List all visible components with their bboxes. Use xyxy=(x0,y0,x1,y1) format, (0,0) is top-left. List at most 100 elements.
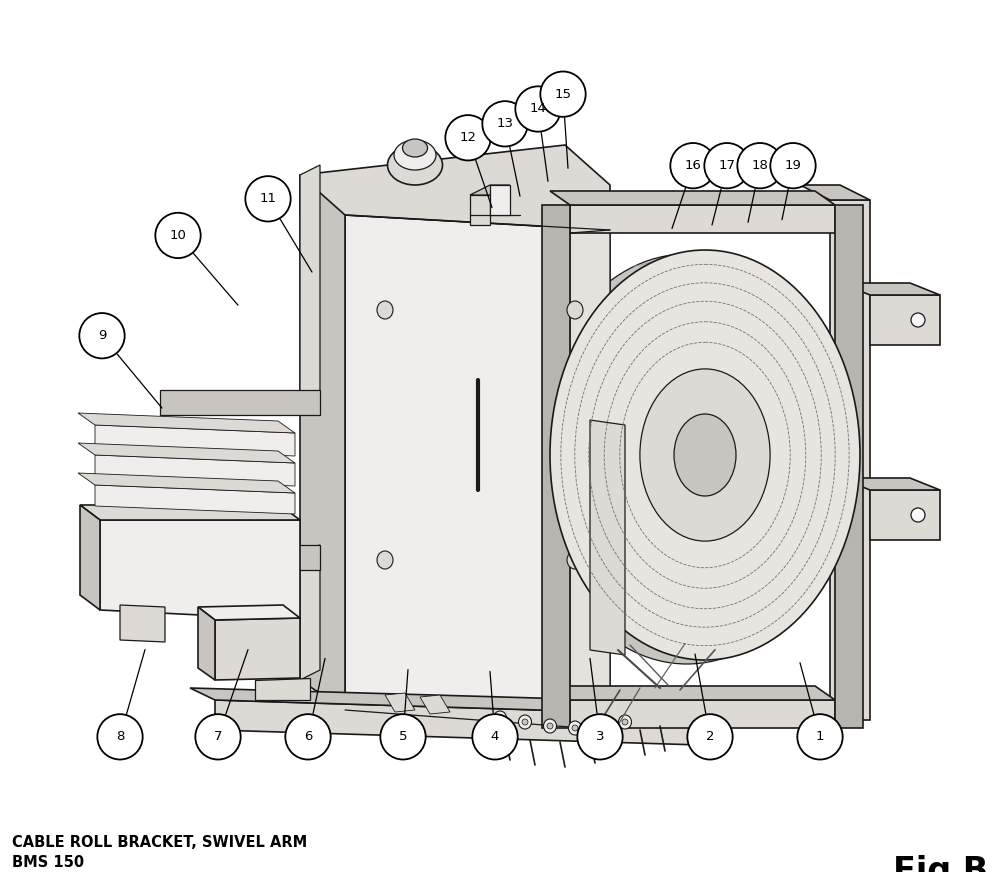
Circle shape xyxy=(670,143,716,188)
Text: 1: 1 xyxy=(816,731,824,743)
Polygon shape xyxy=(590,420,625,655)
Text: BMS 150: BMS 150 xyxy=(12,855,84,869)
Polygon shape xyxy=(870,295,940,345)
Ellipse shape xyxy=(640,369,770,542)
Text: 11: 11 xyxy=(260,193,276,205)
Polygon shape xyxy=(95,485,295,514)
Circle shape xyxy=(445,115,491,160)
Polygon shape xyxy=(198,607,215,680)
Ellipse shape xyxy=(377,551,393,569)
Polygon shape xyxy=(470,195,490,225)
Ellipse shape xyxy=(622,719,628,725)
Text: 14: 14 xyxy=(530,103,546,115)
Polygon shape xyxy=(300,175,345,710)
Text: 18: 18 xyxy=(752,160,768,172)
Polygon shape xyxy=(470,185,510,195)
Circle shape xyxy=(97,714,143,760)
Circle shape xyxy=(770,143,816,188)
Ellipse shape xyxy=(394,140,436,170)
Circle shape xyxy=(155,213,201,258)
Circle shape xyxy=(687,714,733,760)
Circle shape xyxy=(195,714,241,760)
Polygon shape xyxy=(840,283,940,295)
Polygon shape xyxy=(420,695,450,714)
Circle shape xyxy=(245,176,291,221)
Circle shape xyxy=(472,714,518,760)
Polygon shape xyxy=(215,700,700,745)
Polygon shape xyxy=(100,520,300,620)
Ellipse shape xyxy=(642,341,658,359)
Ellipse shape xyxy=(674,414,736,496)
Ellipse shape xyxy=(567,301,583,319)
Ellipse shape xyxy=(911,508,925,522)
Ellipse shape xyxy=(388,145,442,185)
Polygon shape xyxy=(95,425,295,456)
Polygon shape xyxy=(80,505,100,610)
Circle shape xyxy=(380,714,426,760)
Ellipse shape xyxy=(618,715,632,729)
Polygon shape xyxy=(300,145,610,230)
Polygon shape xyxy=(255,678,310,700)
Text: 10: 10 xyxy=(170,229,186,242)
Text: 19: 19 xyxy=(785,160,801,172)
Polygon shape xyxy=(550,191,835,205)
Ellipse shape xyxy=(532,254,842,664)
Polygon shape xyxy=(490,185,510,215)
Polygon shape xyxy=(215,618,300,680)
Circle shape xyxy=(482,101,528,146)
Text: 15: 15 xyxy=(554,88,572,100)
Ellipse shape xyxy=(497,715,503,721)
Polygon shape xyxy=(198,605,300,620)
Polygon shape xyxy=(570,205,835,233)
Circle shape xyxy=(540,72,586,117)
Ellipse shape xyxy=(522,719,528,725)
Ellipse shape xyxy=(642,566,658,584)
Ellipse shape xyxy=(550,250,860,660)
Text: 9: 9 xyxy=(98,330,106,342)
Polygon shape xyxy=(385,693,415,712)
Text: 2: 2 xyxy=(706,731,714,743)
Polygon shape xyxy=(300,545,320,680)
Polygon shape xyxy=(800,185,870,200)
Polygon shape xyxy=(78,473,295,493)
Text: 7: 7 xyxy=(214,731,222,743)
Ellipse shape xyxy=(547,723,553,729)
Circle shape xyxy=(797,714,843,760)
Ellipse shape xyxy=(377,301,393,319)
Circle shape xyxy=(285,714,331,760)
Polygon shape xyxy=(542,205,570,728)
Polygon shape xyxy=(835,205,863,728)
Text: 17: 17 xyxy=(718,160,736,172)
Text: 12: 12 xyxy=(460,132,477,144)
Ellipse shape xyxy=(518,715,532,729)
Polygon shape xyxy=(550,686,835,700)
Ellipse shape xyxy=(402,139,428,157)
Polygon shape xyxy=(570,700,835,728)
Text: 13: 13 xyxy=(496,118,514,130)
Circle shape xyxy=(577,714,623,760)
Polygon shape xyxy=(120,605,165,642)
Polygon shape xyxy=(78,443,295,463)
Polygon shape xyxy=(830,200,870,720)
Circle shape xyxy=(515,86,561,132)
Ellipse shape xyxy=(598,718,612,732)
Circle shape xyxy=(79,313,125,358)
Text: 6: 6 xyxy=(304,731,312,743)
Ellipse shape xyxy=(572,725,578,731)
Text: 16: 16 xyxy=(685,160,701,172)
Polygon shape xyxy=(345,215,610,730)
Ellipse shape xyxy=(494,711,507,725)
Ellipse shape xyxy=(568,721,582,735)
Polygon shape xyxy=(570,230,610,730)
Ellipse shape xyxy=(911,313,925,327)
Polygon shape xyxy=(80,505,300,520)
Ellipse shape xyxy=(567,551,583,569)
Polygon shape xyxy=(190,688,700,715)
Text: 4: 4 xyxy=(491,731,499,743)
Text: CABLE ROLL BRACKET, SWIVEL ARM: CABLE ROLL BRACKET, SWIVEL ARM xyxy=(12,835,307,849)
Text: 5: 5 xyxy=(399,731,407,743)
Text: 3: 3 xyxy=(596,731,604,743)
Polygon shape xyxy=(160,390,320,415)
Polygon shape xyxy=(300,165,320,400)
Polygon shape xyxy=(160,545,320,570)
